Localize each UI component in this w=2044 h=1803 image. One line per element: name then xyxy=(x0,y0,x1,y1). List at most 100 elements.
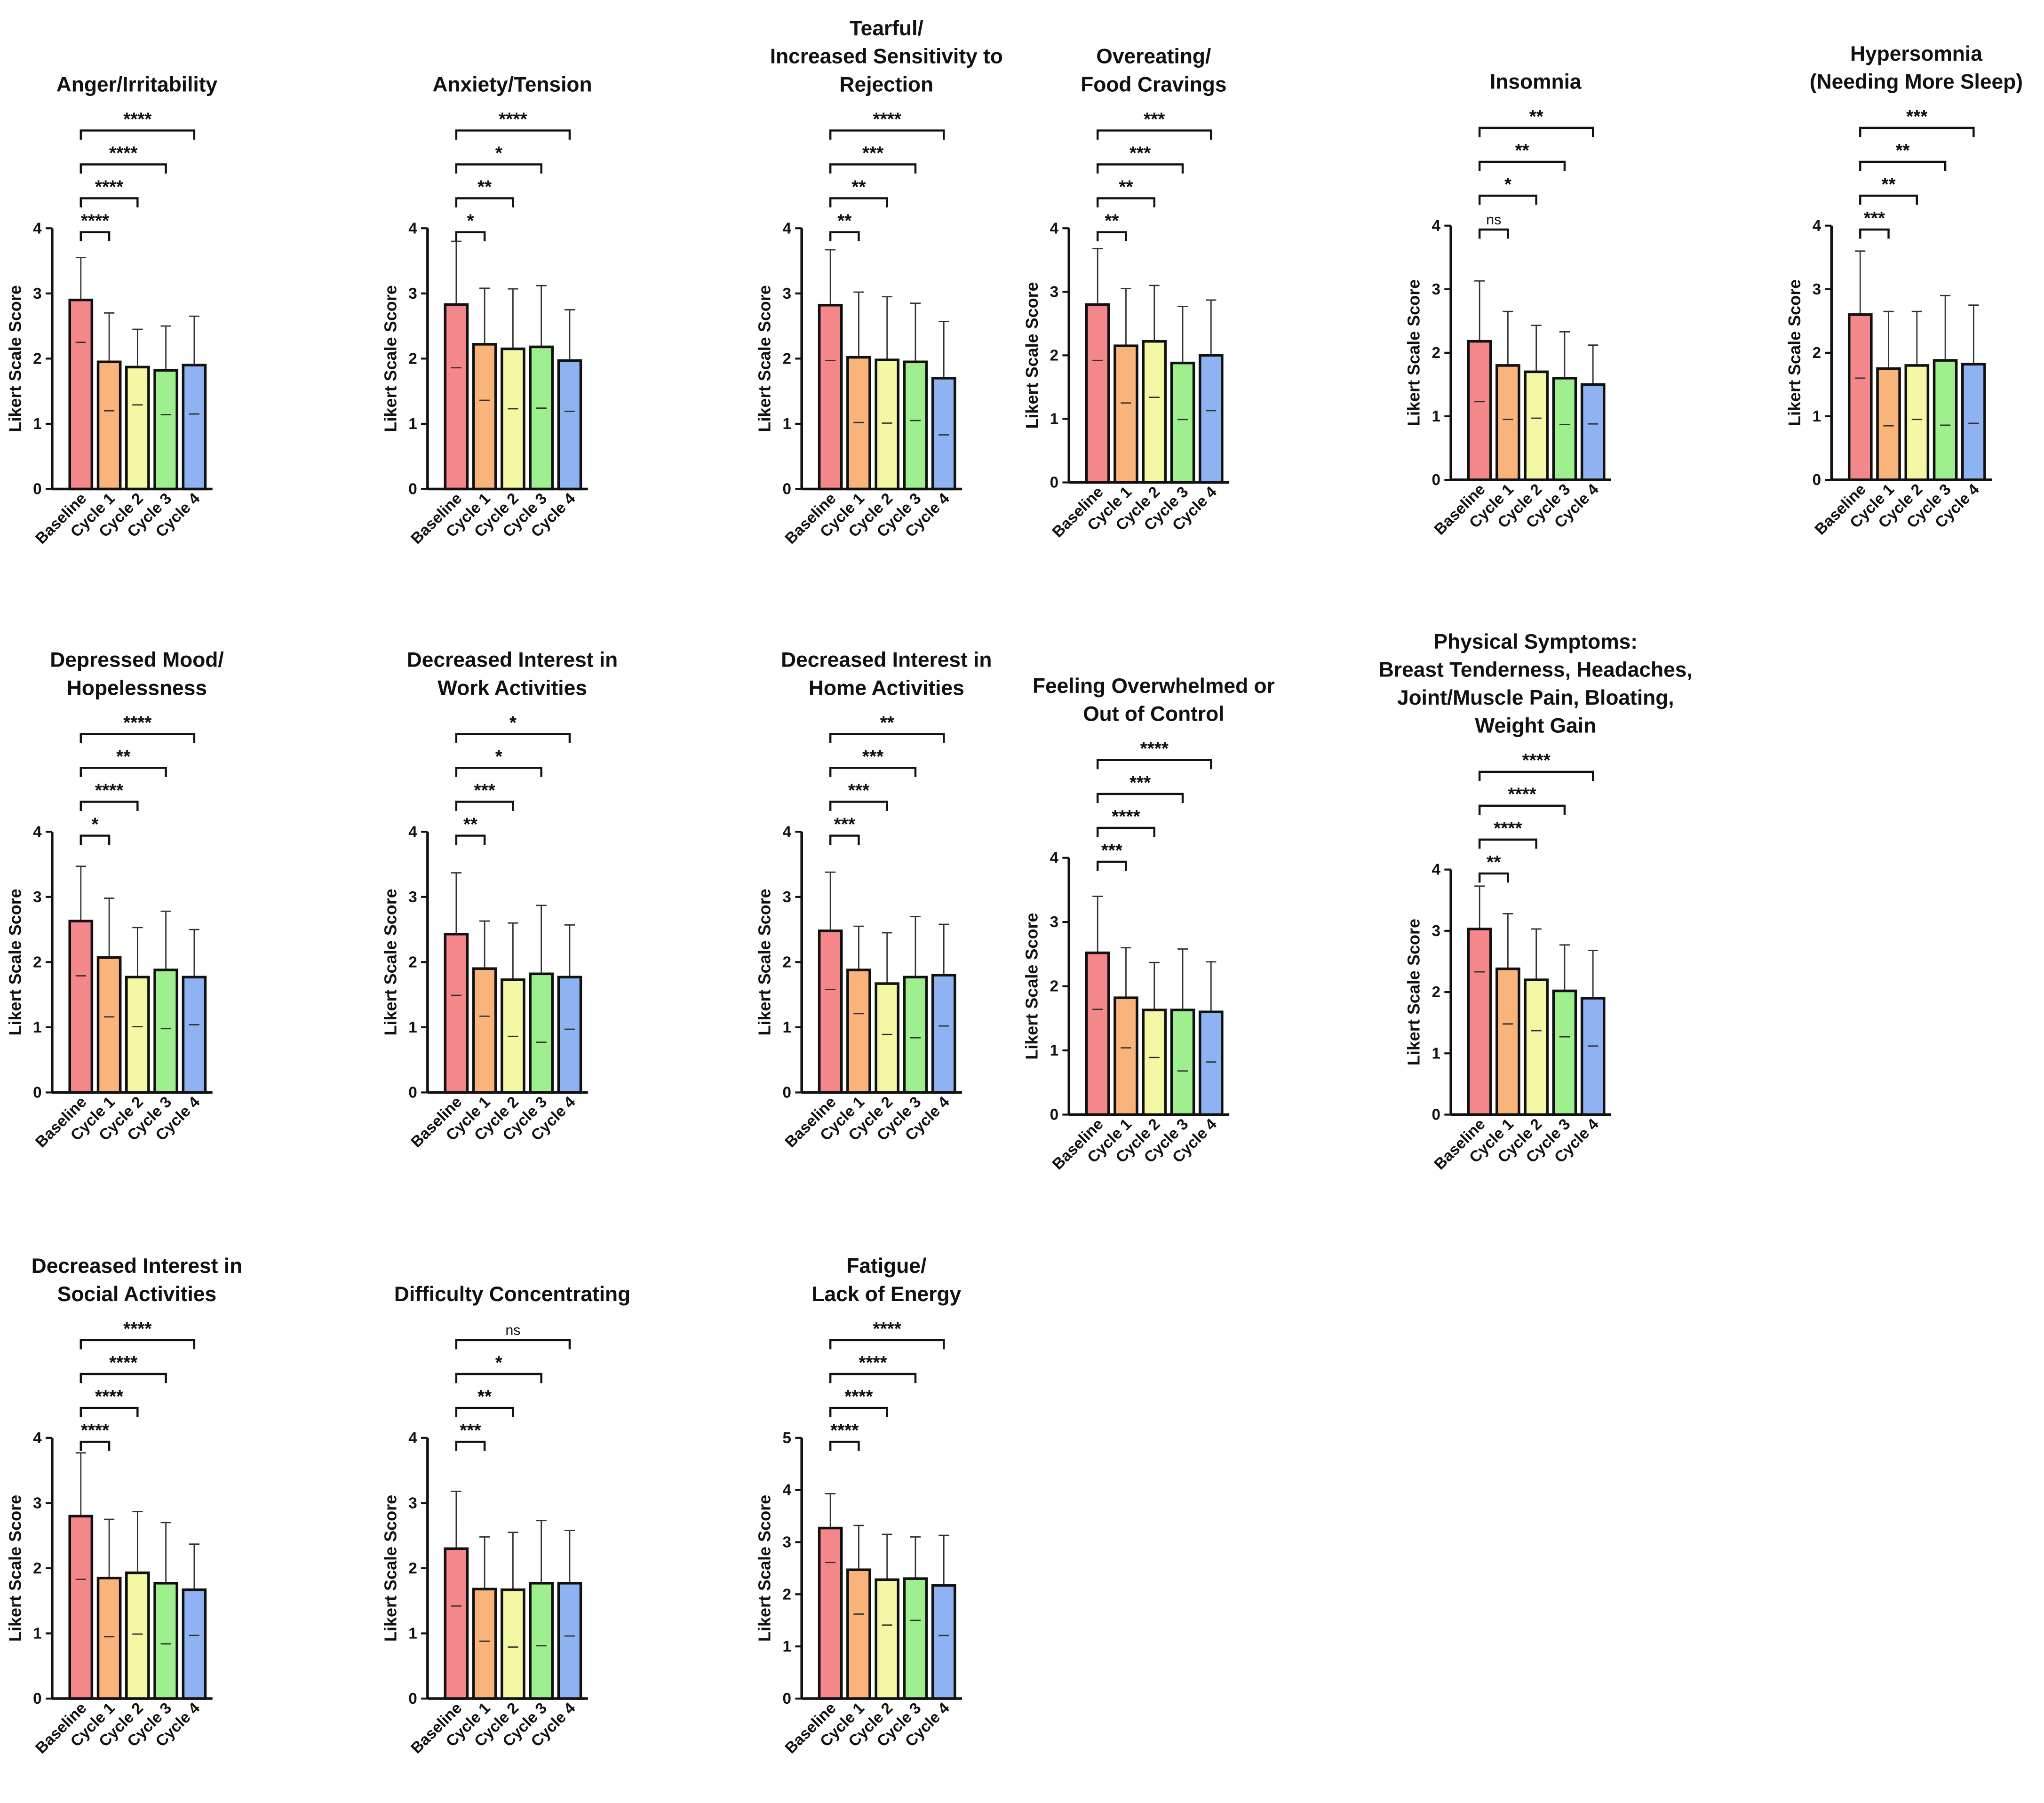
y-tick-label: 2 xyxy=(1432,344,1441,362)
y-tick-label: 4 xyxy=(1050,850,1059,867)
significance-bracket xyxy=(829,733,945,743)
significance-bracket xyxy=(829,1440,860,1451)
significance-bracket xyxy=(1478,872,1509,883)
significance-label: **** xyxy=(1522,751,1551,771)
y-tick-label: 3 xyxy=(1050,283,1059,301)
y-tick-label: 3 xyxy=(408,1494,417,1512)
bar xyxy=(68,1515,94,1700)
significance-label: **** xyxy=(1140,739,1169,759)
significance-bracket xyxy=(829,767,917,777)
y-tick-label: 3 xyxy=(783,285,792,302)
y-tick-label: 0 xyxy=(408,1690,417,1708)
bar xyxy=(529,345,554,491)
bar xyxy=(1552,377,1577,481)
significance-bracket xyxy=(1097,860,1127,871)
y-tick-label: 1 xyxy=(783,415,792,433)
y-tick-label: 3 xyxy=(33,889,42,906)
bar xyxy=(903,360,928,491)
bar xyxy=(153,969,178,1094)
bar xyxy=(818,1526,843,1700)
y-tick-label: 2 xyxy=(1813,344,1821,362)
y-axis-label: Likert Scale Score xyxy=(381,1495,400,1642)
significance-label: **** xyxy=(123,713,152,733)
y-axis-label: Likert Scale Score xyxy=(5,285,24,432)
y-tick-label: 0 xyxy=(783,1084,792,1102)
significance-label: * xyxy=(91,814,99,834)
y-tick-label: 4 xyxy=(408,823,417,841)
significance-label: *** xyxy=(862,143,884,163)
significance-label: * xyxy=(467,211,474,231)
significance-bracket xyxy=(455,1440,486,1451)
y-tick-label: 5 xyxy=(783,1430,792,1447)
chart-title: Increased Sensitivity to xyxy=(770,45,1003,68)
bar xyxy=(1467,340,1492,481)
y-axis-label: Likert Scale Score xyxy=(1404,279,1424,426)
significance-bracket xyxy=(1859,194,1918,205)
bar xyxy=(1085,951,1110,1116)
bar xyxy=(125,365,150,491)
y-tick-label: 2 xyxy=(783,953,792,971)
significance-bracket xyxy=(80,1373,167,1383)
bar xyxy=(1495,967,1520,1116)
bar xyxy=(1580,997,1606,1116)
y-tick-label: 2 xyxy=(1432,984,1441,1001)
y-tick-label: 0 xyxy=(1050,1106,1059,1124)
bar xyxy=(931,1584,956,1700)
bar xyxy=(1198,1010,1224,1116)
y-tick-label: 3 xyxy=(408,889,417,906)
significance-label: **** xyxy=(830,1421,859,1441)
significance-label: ** xyxy=(880,713,895,733)
significance-bracket xyxy=(829,834,860,845)
bar xyxy=(1495,364,1520,481)
bar xyxy=(472,967,497,1094)
y-tick-label: 1 xyxy=(1432,1045,1441,1062)
bar xyxy=(472,343,497,491)
bar xyxy=(68,920,94,1094)
significance-bracket xyxy=(1859,160,1947,171)
significance-label: ** xyxy=(1529,107,1544,127)
significance-label: **** xyxy=(873,1319,902,1339)
bar xyxy=(931,377,956,491)
significance-label: **** xyxy=(123,1319,152,1339)
bar xyxy=(444,303,469,491)
y-tick-label: 1 xyxy=(1813,408,1821,425)
significance-label: ** xyxy=(1119,177,1133,197)
significance-bracket xyxy=(80,163,167,174)
y-tick-label: 4 xyxy=(1432,861,1441,879)
bar xyxy=(182,1588,207,1700)
significance-bracket xyxy=(829,231,860,241)
y-tick-label: 3 xyxy=(408,285,417,302)
significance-bracket xyxy=(1097,826,1155,837)
bar xyxy=(818,303,843,491)
bar xyxy=(529,1581,554,1700)
y-axis-label: Likert Scale Score xyxy=(381,889,400,1035)
chart-title: Depressed Mood/ xyxy=(50,649,223,672)
bar xyxy=(1142,1009,1167,1116)
significance-bracket xyxy=(455,231,486,241)
chart-title: Work Activities xyxy=(437,676,587,699)
chart-title: Fatigue/ xyxy=(846,1255,926,1278)
significance-label: *** xyxy=(1864,208,1885,229)
significance-bracket xyxy=(829,1373,917,1383)
bar xyxy=(846,1568,871,1700)
bar xyxy=(1198,354,1224,484)
bar xyxy=(182,976,207,1094)
chart-title: Physical Symptoms: xyxy=(1433,630,1638,653)
y-tick-label: 0 xyxy=(1432,1106,1441,1124)
significance-label: *** xyxy=(1906,107,1928,127)
chart-title: Joint/Muscle Pain, Bloating, xyxy=(1397,686,1674,709)
y-axis-label: Likert Scale Score xyxy=(1785,279,1804,426)
significance-bracket xyxy=(80,733,196,743)
significance-bracket xyxy=(455,129,571,140)
y-tick-label: 1 xyxy=(33,415,42,433)
chart-title: Breast Tenderness, Headaches, xyxy=(1379,658,1693,681)
chart-title: Out of Control xyxy=(1083,703,1224,726)
significance-bracket xyxy=(455,733,571,743)
